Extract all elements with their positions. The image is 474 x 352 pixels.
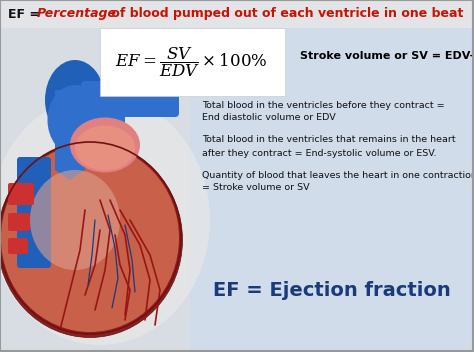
FancyBboxPatch shape xyxy=(8,238,28,254)
Polygon shape xyxy=(100,85,125,165)
Ellipse shape xyxy=(70,118,140,172)
FancyBboxPatch shape xyxy=(8,213,30,231)
Ellipse shape xyxy=(75,126,135,170)
FancyBboxPatch shape xyxy=(17,157,51,268)
Bar xyxy=(0,0,474,28)
Ellipse shape xyxy=(1,144,179,332)
Text: of blood pumped out of each ventricle in one beat: of blood pumped out of each ventricle in… xyxy=(107,7,464,20)
Ellipse shape xyxy=(0,143,182,338)
Text: Percentage: Percentage xyxy=(37,7,117,20)
Text: = Stroke volume or SV: = Stroke volume or SV xyxy=(202,183,310,193)
FancyBboxPatch shape xyxy=(8,183,34,205)
Text: EF = Ejection fraction: EF = Ejection fraction xyxy=(213,281,451,300)
Text: EF =: EF = xyxy=(8,7,45,20)
Ellipse shape xyxy=(0,95,210,345)
Bar xyxy=(100,28,285,96)
Text: Total blood in the ventricles that remains in the heart: Total blood in the ventricles that remai… xyxy=(202,136,456,145)
FancyBboxPatch shape xyxy=(81,81,179,117)
Text: after they contract = End-systolic volume or ESV.: after they contract = End-systolic volum… xyxy=(202,149,437,157)
Ellipse shape xyxy=(30,170,120,270)
Text: Stroke volume or SV = EDV-ESV: Stroke volume or SV = EDV-ESV xyxy=(300,51,474,61)
Bar xyxy=(190,0,474,352)
Ellipse shape xyxy=(45,60,105,140)
Ellipse shape xyxy=(47,85,102,155)
Polygon shape xyxy=(55,90,85,180)
Text: Quantity of blood that leaves the heart in one contraction: Quantity of blood that leaves the heart … xyxy=(202,170,474,180)
Text: End diastolic volume or EDV: End diastolic volume or EDV xyxy=(202,113,336,122)
Text: $EF = \dfrac{SV}{EDV} \times 100\%$: $EF = \dfrac{SV}{EDV} \times 100\%$ xyxy=(115,45,267,78)
Text: Total blood in the ventricles before they contract =: Total blood in the ventricles before the… xyxy=(202,101,445,109)
